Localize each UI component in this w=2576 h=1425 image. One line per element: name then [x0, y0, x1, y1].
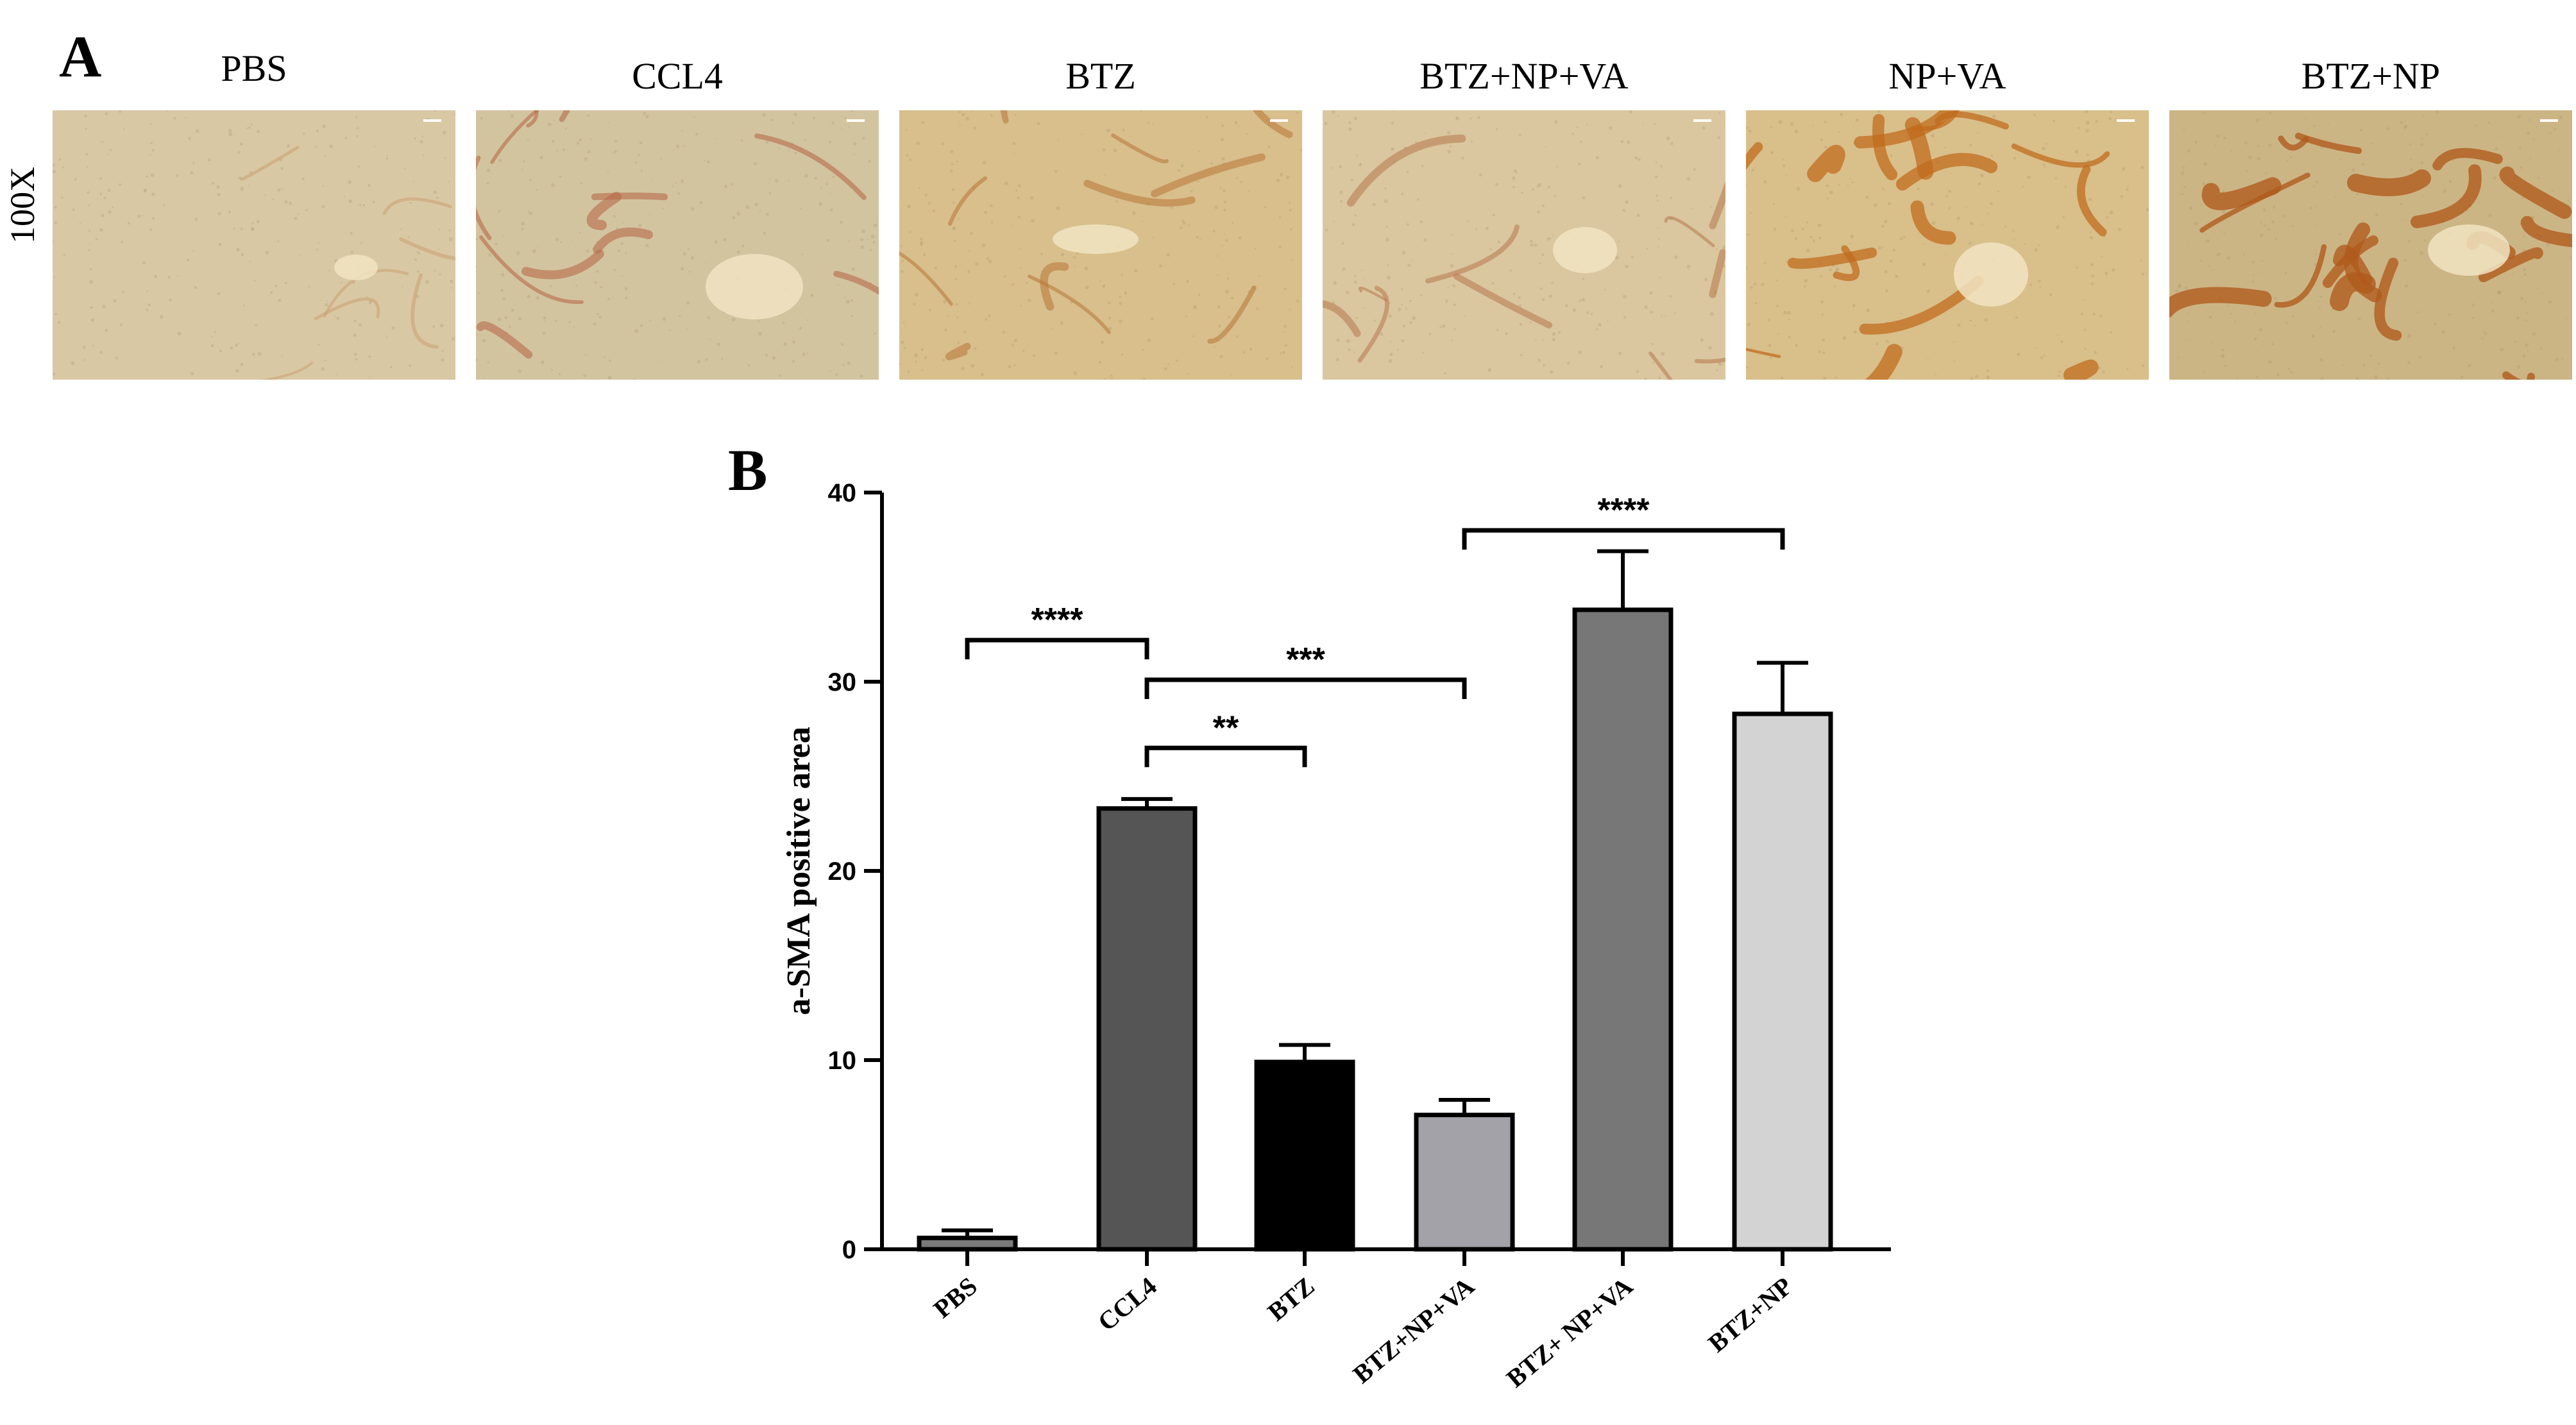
- bar-3: [1414, 1113, 1515, 1252]
- micrograph-2: [899, 110, 1302, 380]
- x-tick-label-4: BTZ+ NP+VA: [1501, 1271, 1638, 1393]
- x-tick-label-5: BTZ+NP: [1702, 1271, 1798, 1358]
- image-label-4: NP+VA: [1888, 55, 2006, 97]
- y-tick-label-2: 20: [828, 857, 857, 886]
- image-label-1: CCL4: [632, 55, 723, 97]
- x-tick-label-3: BTZ+NP+VA: [1347, 1271, 1479, 1388]
- significance-label-0: ****: [1031, 602, 1084, 639]
- image-label-5: BTZ+NP: [2301, 55, 2441, 97]
- y-tick-label-3: 30: [828, 668, 857, 696]
- significance-bracket-0: [965, 637, 1149, 660]
- significance-bracket-1: [1144, 677, 1467, 700]
- significance-bracket-2: [1144, 745, 1307, 768]
- significance-bracket-3: [1462, 528, 1785, 550]
- x-tick-label-2: BTZ: [1262, 1271, 1320, 1326]
- bar-2: [1254, 1059, 1355, 1252]
- y-axis-label: a-SMA positive area: [781, 727, 817, 1015]
- x-tick-label-0: PBS: [928, 1271, 983, 1324]
- y-tick-label-1: 10: [828, 1047, 857, 1075]
- micrograph-0: [53, 110, 455, 380]
- significance-label-3: ****: [1598, 492, 1650, 529]
- y-tick-label-4: 40: [828, 479, 857, 507]
- bar-1: [1096, 806, 1198, 1252]
- panel-b-letter: B: [728, 437, 767, 503]
- micrograph-4: [1746, 110, 2149, 380]
- significance-label-2: **: [1213, 709, 1239, 746]
- micrograph-1: [476, 110, 879, 380]
- micrograph-3: [1323, 110, 1725, 380]
- image-label-2: BTZ: [1065, 55, 1136, 97]
- image-label-0: PBS: [221, 47, 287, 89]
- y-tick-label-0: 0: [842, 1236, 856, 1264]
- x-tick-label-1: CCL4: [1092, 1271, 1162, 1336]
- bar-4: [1572, 607, 1674, 1252]
- bar-0: [917, 1235, 1018, 1252]
- bar-5: [1732, 711, 1833, 1252]
- significance-label-1: ***: [1286, 641, 1325, 679]
- micrograph-5: [2169, 110, 2572, 380]
- image-label-3: BTZ+NP+VA: [1419, 55, 1629, 97]
- panel-a-letter: A: [59, 24, 102, 89]
